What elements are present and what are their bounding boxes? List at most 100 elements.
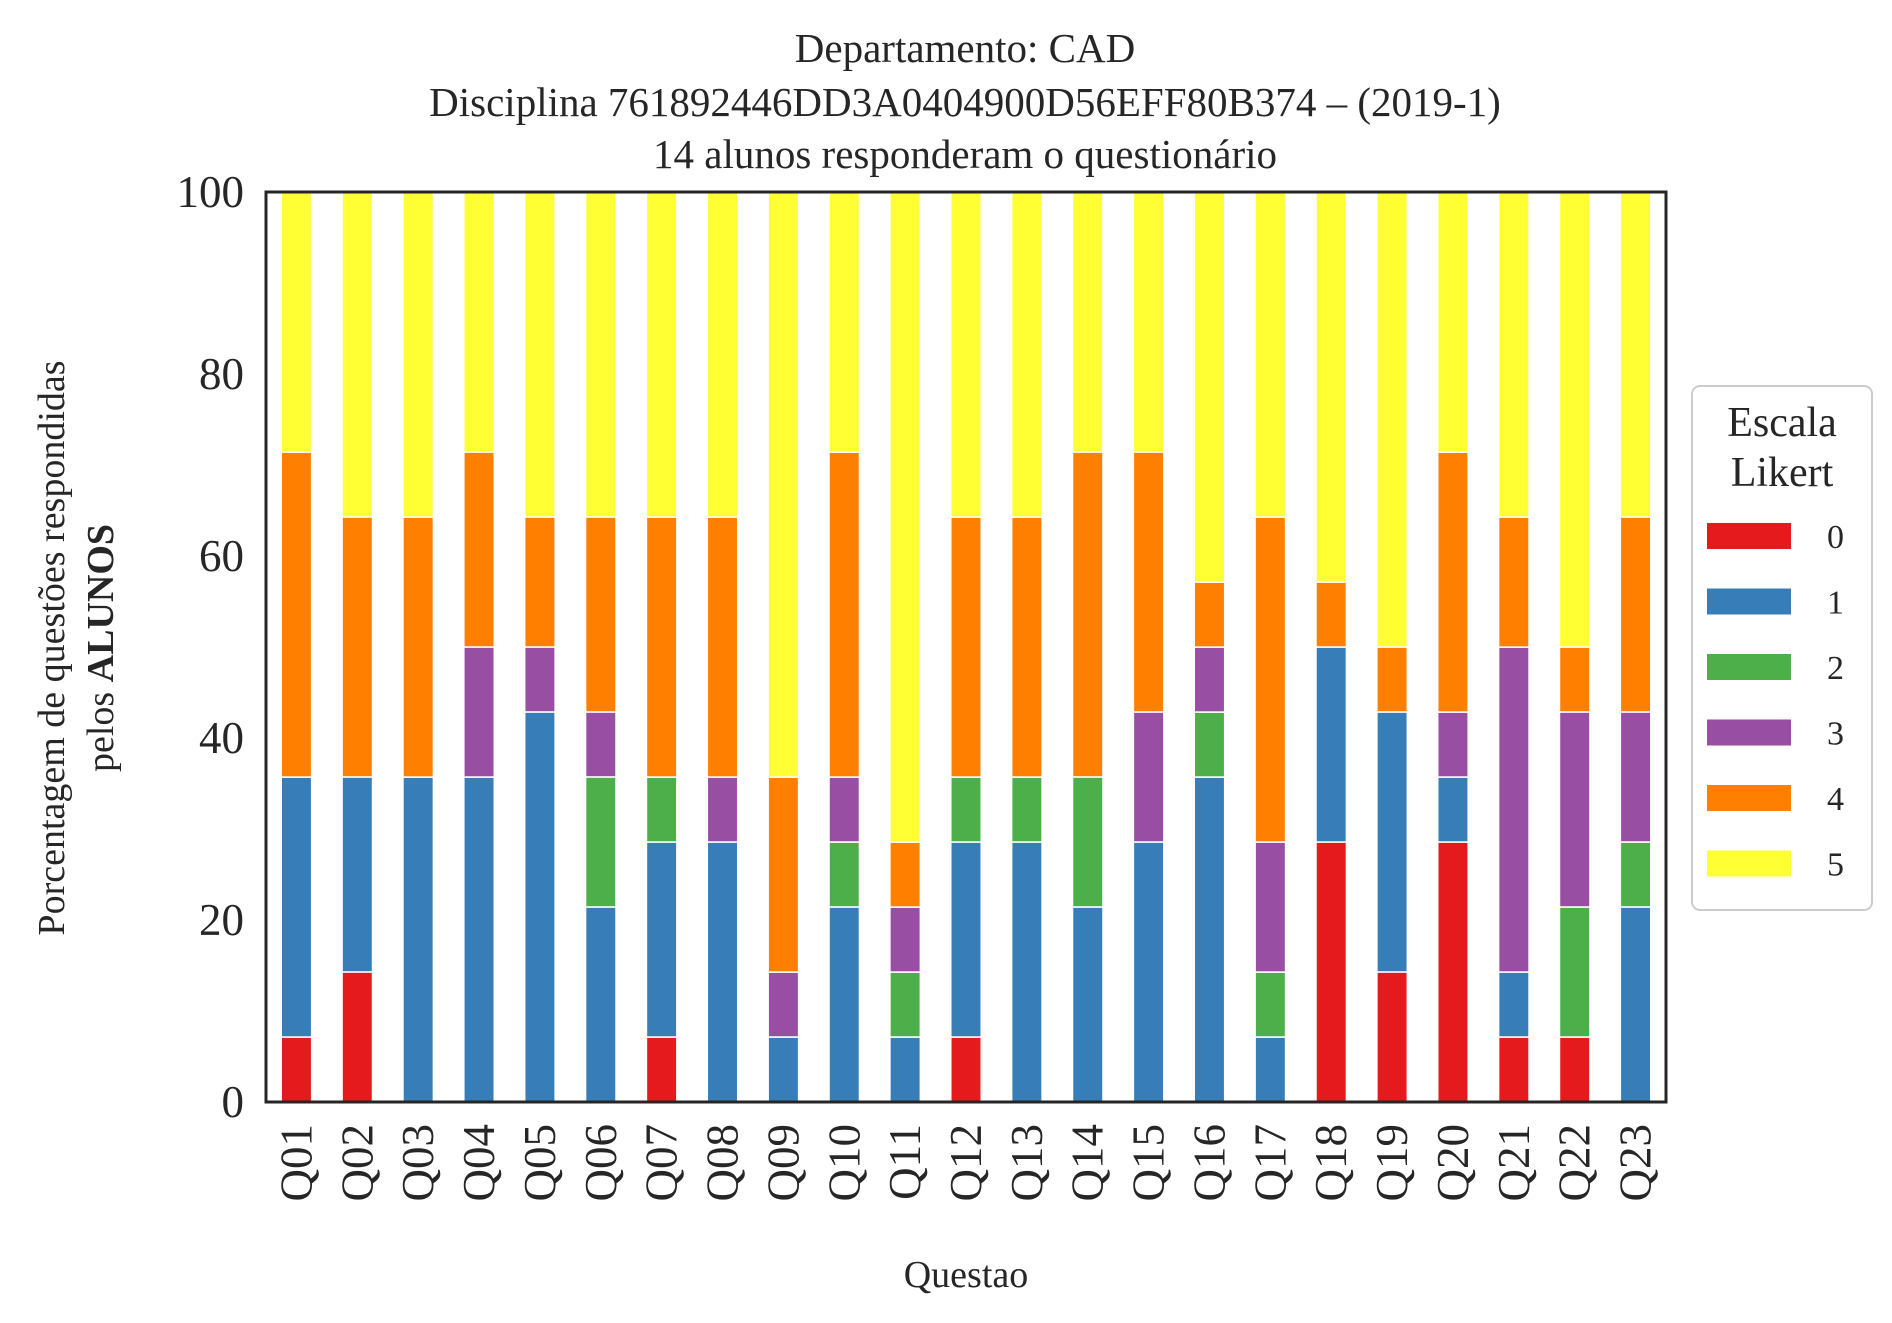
bar-q11-level-1 — [889, 1036, 922, 1103]
bar-q19-level-0 — [1376, 971, 1409, 1103]
bars-group — [280, 191, 1652, 1103]
bar-q23-level-3 — [1619, 711, 1652, 843]
x-tick-label: Q22 — [1550, 1124, 1600, 1202]
bar-q18-level-5 — [1315, 191, 1348, 583]
bar-q19-level-5 — [1376, 191, 1409, 648]
bar-q02-level-4 — [341, 516, 374, 778]
bar-q04-level-5 — [463, 191, 496, 453]
bar-q14-level-4 — [1071, 451, 1104, 778]
bar-q05-level-4 — [523, 516, 556, 648]
bar-q12-level-2 — [950, 776, 982, 843]
bar-q22-level-0 — [1558, 1036, 1591, 1103]
y-tick-label: 20 — [199, 895, 244, 945]
bar-q06-level-3 — [584, 711, 617, 778]
bar-q13-level-5 — [1010, 191, 1043, 518]
y-axis-ticks: 0 20 40 60 80 100 — [177, 167, 245, 1127]
bar-q10-level-4 — [828, 451, 861, 778]
x-tick-label: Q14 — [1063, 1124, 1113, 1202]
bar-q15-level-5 — [1132, 191, 1165, 453]
y-axis-label: Porcentagem de questões respondidas pelo… — [31, 360, 122, 935]
bar-q16-level-3 — [1193, 646, 1226, 713]
x-tick-label: Q15 — [1124, 1124, 1174, 1202]
chart-title-line-3: 14 alunos responderam o questionário — [653, 131, 1277, 177]
bar-q19-level-4 — [1376, 646, 1409, 713]
x-tick-label: Q13 — [1002, 1124, 1052, 1202]
bar-q18-level-4 — [1315, 581, 1348, 648]
bar-q20-level-0 — [1436, 841, 1469, 1103]
bar-q11-level-4 — [889, 841, 922, 908]
bar-q07-level-5 — [645, 191, 678, 518]
bar-q10-level-3 — [828, 776, 861, 843]
x-tick-label: Q08 — [698, 1124, 748, 1202]
bar-q20-level-4 — [1436, 451, 1469, 713]
x-tick-label: Q06 — [576, 1124, 626, 1202]
bar-q08-level-3 — [706, 776, 739, 843]
bar-q22-level-4 — [1558, 646, 1591, 713]
y-axis-label-bold: ALUNOS — [80, 524, 122, 682]
bar-q21-level-4 — [1497, 516, 1530, 648]
legend-swatch-3 — [1707, 719, 1791, 746]
bar-q11-level-3 — [889, 906, 922, 973]
x-tick-label: Q18 — [1306, 1124, 1356, 1202]
x-tick-label: Q21 — [1489, 1124, 1539, 1202]
bar-q01-level-4 — [280, 451, 313, 778]
legend-items: 0 1 2 3 4 5 — [1707, 519, 1844, 884]
y-tick-label: 80 — [199, 349, 244, 399]
bar-q09-level-1 — [767, 1036, 800, 1103]
bar-q07-level-2 — [645, 776, 678, 843]
bar-q17-level-1 — [1254, 1036, 1287, 1103]
legend-swatch-5 — [1707, 850, 1791, 877]
bar-q16-level-5 — [1193, 191, 1226, 583]
x-axis-ticks: Q01 Q02 Q03 Q04 Q05 Q06 Q07 Q08 Q09 Q10 Q11 Q12 Q13 Q… — [271, 1124, 1660, 1202]
bar-q15-level-1 — [1132, 841, 1165, 1103]
x-tick-label: Q12 — [941, 1124, 991, 1202]
bar-q02-level-1 — [341, 776, 374, 973]
bar-q22-level-2 — [1558, 906, 1591, 1038]
legend-label-2: 2 — [1827, 650, 1844, 687]
bar-q19-level-1 — [1376, 711, 1409, 973]
bar-q21-level-1 — [1497, 971, 1530, 1038]
bar-q17-level-5 — [1254, 191, 1287, 518]
bar-q16-level-4 — [1193, 581, 1226, 648]
x-tick-label: Q16 — [1184, 1124, 1234, 1202]
bar-q08-level-5 — [706, 191, 739, 518]
bar-q11-level-5 — [889, 191, 922, 843]
bar-q05-level-3 — [523, 646, 556, 713]
legend-swatch-2 — [1707, 654, 1791, 680]
bar-q07-level-4 — [645, 516, 678, 778]
bar-q06-level-4 — [584, 516, 617, 713]
bar-q01-level-0 — [280, 1036, 313, 1103]
legend: Escala Likert 0 1 2 3 4 5 — [1691, 385, 1873, 911]
chart-title: Departamento: CAD Disciplina 761892446DD… — [429, 25, 1501, 177]
x-tick-label: Q20 — [1428, 1124, 1478, 1202]
x-tick-label: Q10 — [819, 1124, 869, 1202]
legend-swatch-4 — [1707, 785, 1791, 811]
bar-q04-level-4 — [463, 451, 496, 648]
bar-q13-level-4 — [1010, 516, 1043, 778]
bar-q09-level-3 — [767, 971, 800, 1038]
bar-q05-level-1 — [523, 711, 556, 1103]
legend-label-0: 0 — [1827, 519, 1844, 556]
bar-q14-level-1 — [1071, 906, 1104, 1103]
x-tick-label: Q03 — [393, 1124, 443, 1202]
legend-box — [1691, 385, 1873, 911]
x-tick-label: Q07 — [637, 1124, 687, 1202]
legend-label-1: 1 — [1827, 585, 1844, 622]
bar-q09-level-5 — [767, 191, 800, 778]
bar-q22-level-5 — [1558, 191, 1591, 648]
y-axis-label-line-2: pelos ALUNOS — [80, 524, 122, 772]
bar-q23-level-2 — [1619, 841, 1652, 908]
bar-q10-level-5 — [828, 191, 861, 453]
x-tick-label: Q09 — [758, 1124, 808, 1202]
x-tick-label: Q04 — [454, 1124, 504, 1202]
x-tick-label: Q05 — [515, 1124, 565, 1202]
bar-q17-level-3 — [1254, 841, 1287, 973]
bar-q12-level-5 — [950, 191, 982, 518]
legend-swatch-1 — [1707, 588, 1791, 615]
bar-q15-level-4 — [1132, 451, 1165, 713]
bar-q17-level-2 — [1254, 971, 1287, 1038]
bar-q13-level-2 — [1010, 776, 1043, 843]
y-tick-label: 0 — [222, 1077, 245, 1127]
bar-q09-level-4 — [767, 776, 800, 973]
